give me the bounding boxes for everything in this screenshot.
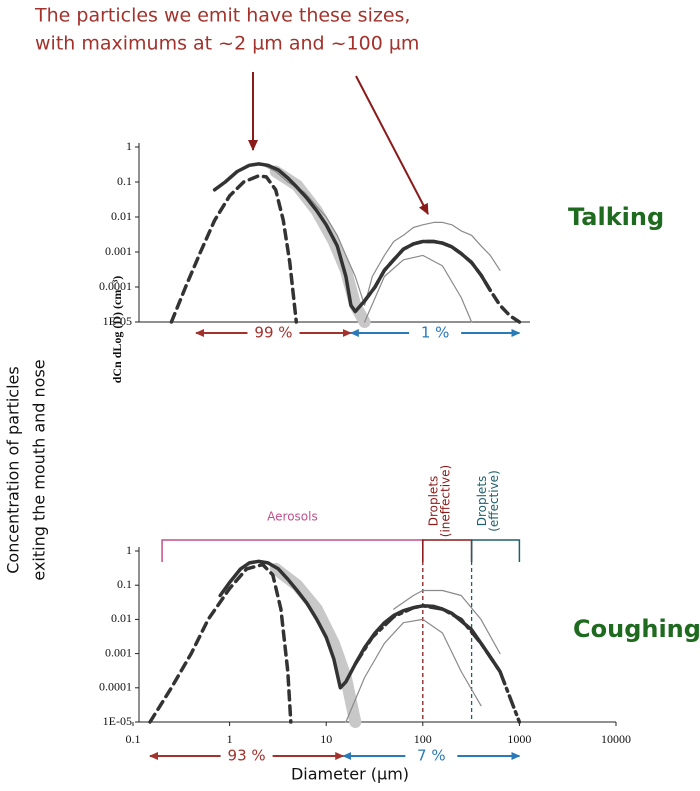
region-label: (effective) [487,470,501,532]
span-label: 7 % [417,747,446,765]
y-tick-label: 0.0001 [99,680,132,694]
header-line: with maximums at ~2 µm and ~100 µm [35,33,419,55]
y-tick-label: 0.01 [111,209,132,223]
series-line [362,239,522,324]
x-tick-label: 10 [320,732,332,746]
region-bracket [422,539,473,562]
series-line [218,559,502,690]
series-line [246,162,501,306]
y-axis-label: dCn dLog (D) (cm⁻³) [110,276,124,384]
span-label: 93 % [228,747,266,765]
region-label: (ineffective) [438,465,452,537]
y-tick-label: 0.1 [117,174,132,188]
header-line: The particles we emit have these sizes, [34,5,410,27]
y-axis-title: Concentration of particles [4,366,23,573]
series-line [148,562,293,724]
y-tick-label: 1E-05 [103,314,132,328]
x-tick-label: 100 [414,732,432,746]
x-tick-label: 1 [227,732,233,746]
y-tick-label: 0.01 [111,611,132,625]
side-label: Talking [568,203,664,231]
span-label: 99 % [254,324,292,342]
x-tick-label: 1000 [507,732,531,746]
span-label: 1 % [421,324,450,342]
region-label: Droplets [426,476,440,527]
y-tick-label: 0.001 [105,645,132,659]
y-tick-label: 1E-05 [103,714,132,728]
series-line [169,174,299,324]
series-line [364,254,473,323]
y-tick-label: 0.001 [105,244,132,258]
x-tick-label: 0.1 [126,732,141,746]
region-label: Aerosols [267,510,318,524]
y-tick-label: 0.1 [117,577,132,591]
x-axis-title: Diameter (µm) [291,765,409,784]
y-tick-label: 0.0001 [99,279,132,293]
region-label: Droplets [475,476,489,527]
y-axis-title: exiting the mouth and nose [30,359,49,580]
series-line [393,589,501,655]
series-line [269,562,362,728]
side-label: Coughing [573,615,700,643]
region-bracket [470,539,521,562]
y-tick-label: 1 [126,543,132,557]
pointer-arrow [355,75,429,215]
series-line [212,162,493,314]
region-bracket [161,539,424,562]
y-tick-label: 1 [126,139,132,153]
x-tick-label: 10000 [601,732,631,746]
series-line [345,618,482,723]
